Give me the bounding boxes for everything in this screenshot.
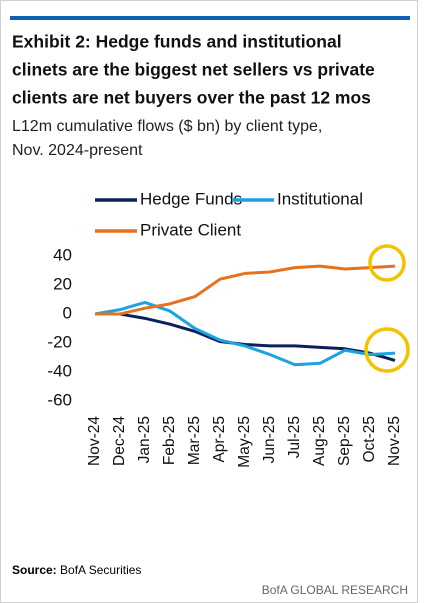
x-tick-label: May-25 (236, 416, 253, 468)
series-line (94, 300, 396, 367)
title-line: clinets are the biggest net sellers vs p… (12, 60, 375, 80)
y-tick-label: 40 (53, 245, 72, 264)
subtitle-line: L12m cumulative flows ($ bn) by client t… (12, 118, 322, 135)
x-tick-label: Jun-25 (261, 416, 278, 463)
x-tick-label: Aug-25 (311, 416, 328, 466)
x-tick-label: Nov-24 (86, 416, 103, 466)
x-tick-label: Apr-25 (211, 416, 228, 463)
y-tick-label: 0 (63, 303, 72, 322)
x-tick-label: Feb-25 (161, 416, 178, 465)
title-line: Exhibit 2: Hedge funds and institutional (12, 32, 342, 52)
frame (0, 0, 418, 603)
x-tick-label: Sep-25 (336, 416, 353, 466)
x-tick-label: Mar-25 (186, 416, 203, 465)
x-tick-label: Jul-25 (286, 416, 303, 458)
top-rule (10, 16, 410, 20)
title-line: clients are net buyers over the past 12 … (12, 88, 371, 108)
x-tick-label: Nov-25 (386, 416, 403, 466)
source-text: BofA Securities (60, 563, 141, 577)
highlight-circle (368, 244, 406, 282)
footer: BofA GLOBAL RESEARCH (262, 583, 408, 597)
series-line (95, 264, 396, 316)
y-tick-label: 20 (53, 274, 72, 293)
legend-label: Hedge Funds (140, 189, 242, 208)
source-label: Source: (12, 563, 57, 577)
subtitle-line: Nov. 2024-present (12, 142, 143, 159)
source: Source: BofA Securities (12, 563, 141, 577)
y-tick-label: -40 (47, 361, 72, 380)
highlight-circle (364, 327, 410, 373)
legend-label: Institutional (277, 189, 363, 208)
plot: 40 20 0 -20 -40 -60 Nov-24 Dec-24 Jan-25 Feb-25 Ma… (47, 189, 403, 467)
y-tick-label: -60 (47, 390, 72, 409)
x-tick-label: Oct-25 (361, 416, 378, 463)
y-tick-label: -20 (47, 332, 72, 351)
legend-label: Private Client (140, 220, 241, 239)
x-tick-label: Jan-25 (136, 416, 153, 463)
x-tick-label: Dec-24 (111, 416, 128, 466)
